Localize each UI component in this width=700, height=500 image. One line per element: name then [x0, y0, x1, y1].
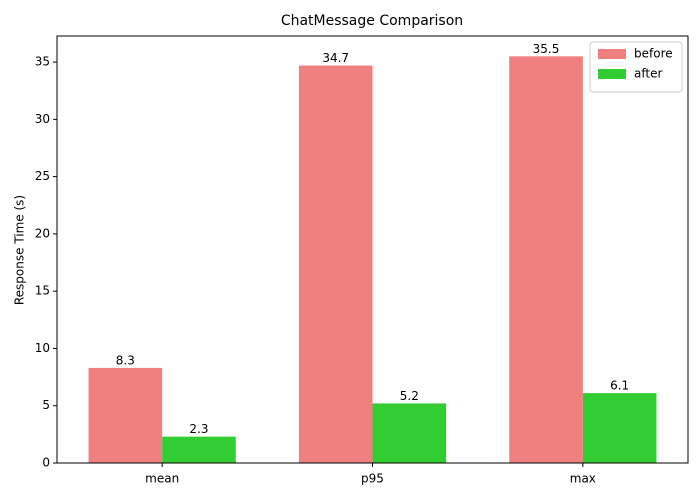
- legend-swatch: [598, 49, 626, 59]
- data-label: 8.3: [116, 353, 135, 367]
- y-tick-label: 10: [35, 341, 50, 355]
- bar: [509, 56, 583, 463]
- x-tick-label: p95: [361, 472, 384, 486]
- y-tick-label: 30: [35, 112, 50, 126]
- data-label: 35.5: [533, 42, 560, 56]
- bar: [372, 403, 447, 463]
- bar: [88, 367, 163, 463]
- y-axis-label: Response Time (s): [13, 195, 27, 305]
- data-label: 5.2: [400, 389, 419, 403]
- data-label: 6.1: [610, 379, 629, 393]
- legend-swatch: [598, 69, 626, 79]
- y-tick-label: 20: [35, 226, 50, 240]
- chart-title: ChatMessage Comparison: [281, 13, 463, 29]
- data-label: 34.7: [322, 51, 349, 65]
- y-tick-label: 15: [35, 284, 50, 298]
- bar: [298, 65, 373, 463]
- y-tick-label: 25: [35, 169, 50, 183]
- plot-frame: [56, 35, 689, 464]
- y-tick-label: 5: [42, 398, 50, 412]
- data-label: 2.3: [189, 422, 208, 436]
- y-tick-label: 0: [42, 456, 50, 470]
- legend-label: before: [634, 47, 673, 61]
- bar: [162, 436, 236, 463]
- x-tick-label: max: [570, 472, 596, 486]
- legend-label: after: [634, 67, 662, 81]
- x-tick-label: mean: [145, 472, 179, 486]
- bar: [582, 393, 657, 463]
- y-tick-label: 35: [35, 55, 50, 69]
